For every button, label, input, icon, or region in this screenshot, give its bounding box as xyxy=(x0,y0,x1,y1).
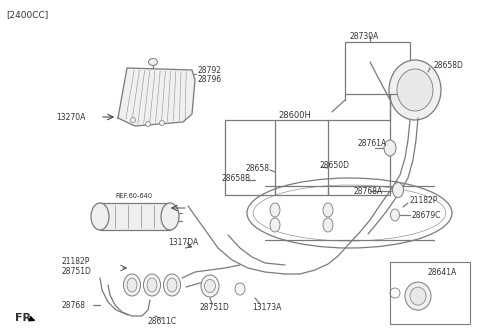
Ellipse shape xyxy=(145,122,151,126)
Ellipse shape xyxy=(144,274,160,296)
Ellipse shape xyxy=(147,278,157,292)
Ellipse shape xyxy=(127,278,137,292)
Ellipse shape xyxy=(323,203,333,217)
Text: 28796: 28796 xyxy=(197,74,221,84)
Text: 28768: 28768 xyxy=(62,300,86,309)
Ellipse shape xyxy=(384,140,396,156)
Ellipse shape xyxy=(161,203,179,230)
Text: 28658: 28658 xyxy=(246,163,270,173)
Ellipse shape xyxy=(235,283,245,295)
Text: 28768A: 28768A xyxy=(354,187,383,196)
Text: 28761A: 28761A xyxy=(358,138,387,147)
Text: 13173A: 13173A xyxy=(252,302,281,311)
Text: 28751D: 28751D xyxy=(200,302,230,311)
Ellipse shape xyxy=(270,218,280,232)
Ellipse shape xyxy=(91,203,109,230)
Text: FR.: FR. xyxy=(15,313,36,323)
Text: 28600H: 28600H xyxy=(278,111,312,120)
Text: 21182P: 21182P xyxy=(62,258,90,267)
Text: 13270A: 13270A xyxy=(56,113,85,122)
Ellipse shape xyxy=(159,121,165,125)
Text: 28611C: 28611C xyxy=(148,317,177,326)
Ellipse shape xyxy=(131,118,135,123)
Ellipse shape xyxy=(391,209,399,221)
Bar xyxy=(100,203,170,230)
Ellipse shape xyxy=(389,60,441,120)
Text: 28751D: 28751D xyxy=(62,267,92,276)
Text: 28658D: 28658D xyxy=(433,60,463,69)
Ellipse shape xyxy=(201,275,219,297)
Bar xyxy=(345,42,410,94)
Text: 28730A: 28730A xyxy=(350,32,379,41)
Ellipse shape xyxy=(397,69,433,111)
Bar xyxy=(390,262,470,324)
Ellipse shape xyxy=(405,282,431,310)
Text: 28679C: 28679C xyxy=(412,210,442,219)
Text: 28641A: 28641A xyxy=(427,268,456,277)
Text: 1317DA: 1317DA xyxy=(168,237,198,246)
Ellipse shape xyxy=(270,203,280,217)
Ellipse shape xyxy=(393,183,404,198)
Polygon shape xyxy=(118,68,195,126)
Ellipse shape xyxy=(164,274,180,296)
Text: REF.60-640: REF.60-640 xyxy=(115,193,152,199)
Ellipse shape xyxy=(167,278,177,292)
Text: 21182P: 21182P xyxy=(410,196,438,205)
Ellipse shape xyxy=(123,274,141,296)
Ellipse shape xyxy=(323,218,333,232)
Text: 28650D: 28650D xyxy=(320,160,350,170)
Text: 28658B: 28658B xyxy=(221,174,251,183)
Text: [2400CC]: [2400CC] xyxy=(6,10,48,19)
Text: 28792: 28792 xyxy=(197,65,221,74)
Ellipse shape xyxy=(410,287,426,305)
Ellipse shape xyxy=(148,58,157,65)
Bar xyxy=(225,120,390,195)
Ellipse shape xyxy=(204,280,216,292)
